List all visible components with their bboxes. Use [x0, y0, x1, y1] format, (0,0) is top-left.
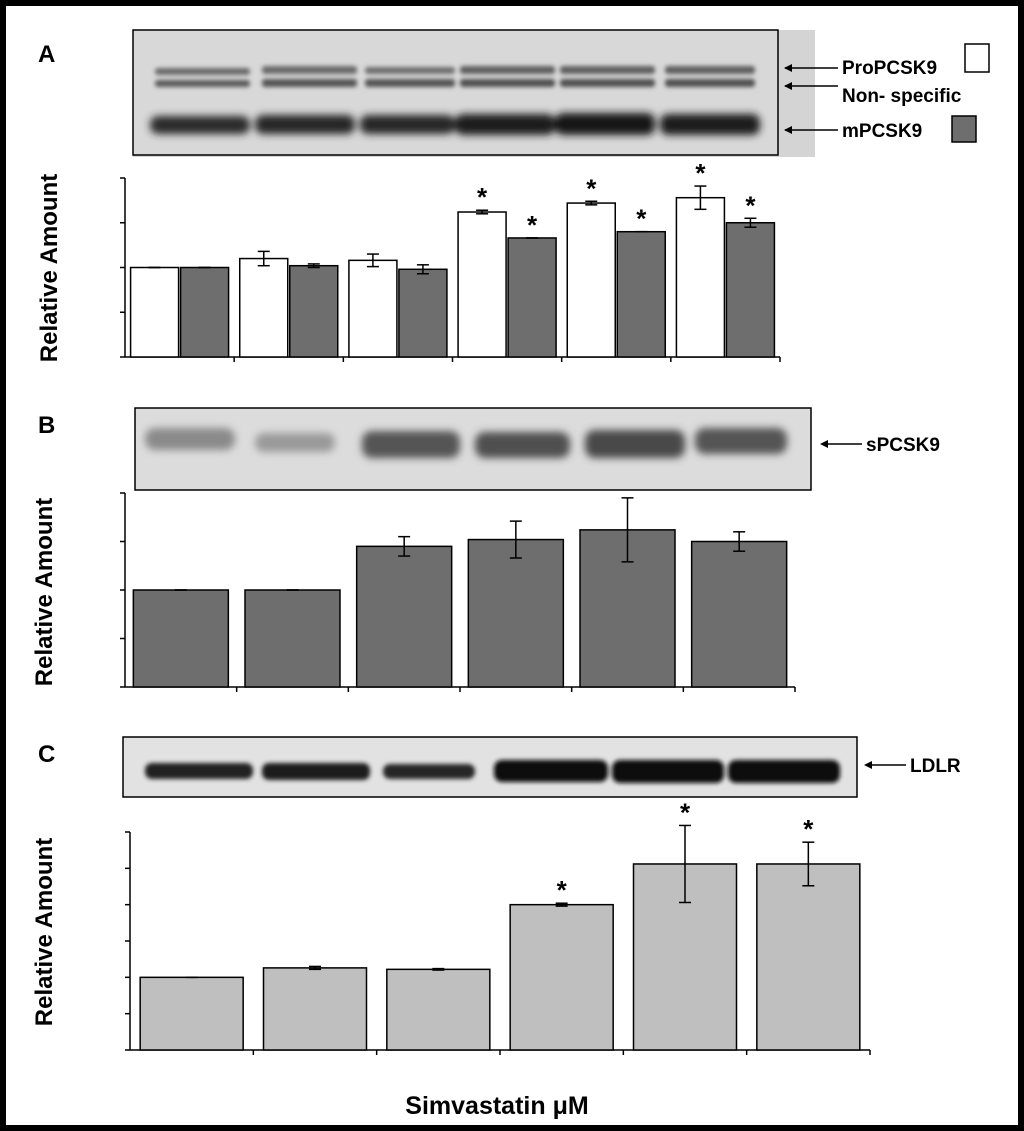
blot-b [134, 407, 812, 491]
blot-label-propcsk9: ProPCSK9 [842, 58, 937, 79]
bar [756, 863, 861, 1051]
bar [566, 202, 616, 358]
blot-a [132, 29, 815, 157]
x-axis-title: Simvastatin μM [405, 1092, 588, 1120]
blot-label-ldlr: LDLR [910, 756, 961, 777]
bar [129, 266, 180, 358]
significance-marker: * [803, 814, 814, 844]
panel-a: A [36, 29, 990, 362]
bar [616, 230, 666, 358]
arrow-head-icon [784, 64, 792, 72]
significance-marker: * [586, 173, 597, 203]
blot-label-mpcsk9: mPCSK9 [842, 121, 922, 142]
y-axis-title-a: Relative Amount [36, 174, 63, 362]
significance-marker: * [477, 182, 488, 212]
significance-marker: * [680, 797, 691, 827]
bar [675, 196, 726, 358]
bar [289, 264, 339, 358]
bar [132, 589, 230, 688]
legend-swatch-propcsk9 [964, 43, 990, 73]
arrow-head-icon [820, 440, 828, 448]
chart-b [120, 492, 796, 692]
chart-c: * * * [125, 797, 871, 1055]
bar [139, 976, 244, 1051]
y-axis-title-c: Relative Amount [31, 838, 58, 1026]
legend-swatch-mpcsk9 [951, 115, 977, 143]
bar [386, 968, 491, 1051]
blot-c [122, 736, 858, 798]
bar [262, 967, 368, 1051]
bar [355, 545, 453, 688]
y-axis-title-b: Relative Amount [31, 498, 58, 686]
panel-label-c: C [38, 741, 55, 768]
arrow-head-icon [784, 82, 792, 90]
blot-label-nonspecific: Non- specific [842, 86, 962, 107]
bar [179, 266, 230, 358]
bar [457, 211, 507, 358]
arrow-head-icon [784, 126, 792, 134]
panel-b: B sPCSK9 Relative Amount [31, 407, 940, 692]
bar [507, 237, 557, 358]
blot-a-labels [785, 67, 838, 131]
bar [509, 903, 614, 1051]
bar [467, 538, 565, 688]
bar [239, 257, 289, 358]
significance-marker: * [527, 210, 538, 240]
bar [725, 222, 776, 358]
bar [244, 589, 341, 688]
significance-marker: * [636, 204, 647, 234]
panel-label-b: B [38, 412, 55, 439]
bar [398, 268, 448, 358]
significance-marker: * [745, 190, 756, 220]
bar [348, 259, 398, 358]
panel-label-a: A [38, 41, 55, 68]
arrow-head-icon [864, 761, 872, 769]
blot-label-spcsk9: sPCSK9 [866, 435, 940, 456]
bar [690, 540, 788, 688]
significance-marker: * [557, 875, 568, 905]
significance-marker: * [695, 158, 706, 188]
panel-c: C LDLR Relative Amount * * * Simvastatin μ… [31, 736, 961, 1120]
chart-a: * * * * * * [120, 158, 781, 362]
